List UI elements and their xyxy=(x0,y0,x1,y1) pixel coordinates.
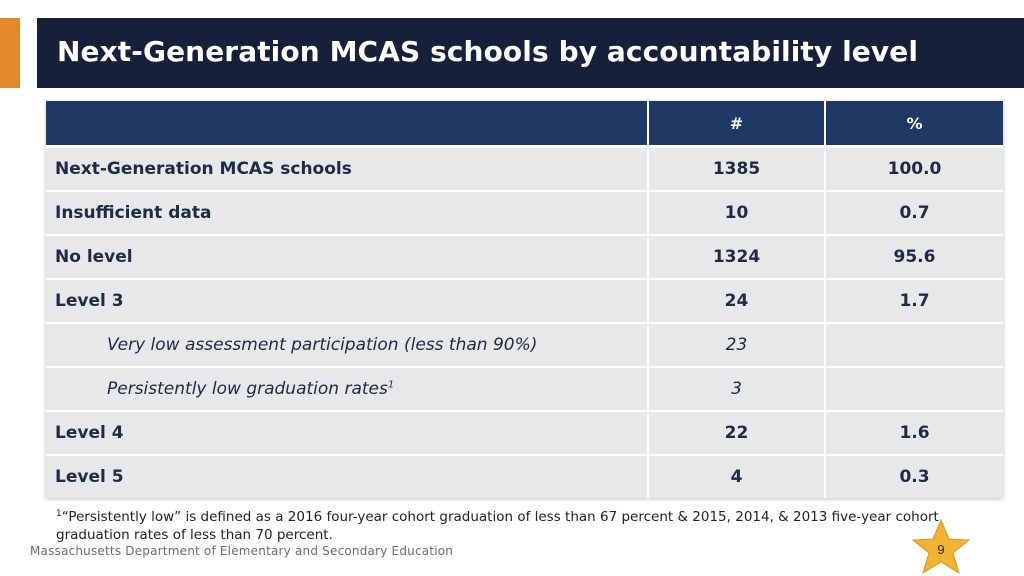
subrow-count: 23 xyxy=(649,324,826,368)
row-label: Level 5 xyxy=(46,456,649,498)
organization-name: Massachusetts Department of Elementary a… xyxy=(30,544,454,558)
footnote-ref: 1 xyxy=(387,379,395,391)
subrow-percent xyxy=(826,368,1003,412)
row-count: 1324 xyxy=(649,236,826,280)
footnote-marker: 1 xyxy=(56,509,62,519)
row-count: 22 xyxy=(649,412,826,456)
subrow-count: 3 xyxy=(649,368,826,412)
row-label: Insufficient data xyxy=(46,192,649,236)
footnote: 1“Persistently low” is defined as a 2016… xyxy=(56,505,996,544)
table-row: Level 3 24 1.7 xyxy=(46,280,1003,324)
subrow-percent xyxy=(826,324,1003,368)
page-number-star-icon: 9 xyxy=(911,518,971,575)
row-percent: 95.6 xyxy=(826,236,1003,280)
slide-title: Next-Generation MCAS schools by accounta… xyxy=(57,35,919,68)
header-percent: % xyxy=(826,101,1003,148)
title-bar: Next-Generation MCAS schools by accounta… xyxy=(37,18,1024,88)
row-percent: 1.6 xyxy=(826,412,1003,456)
row-label: Next-Generation MCAS schools xyxy=(46,148,649,192)
row-percent: 100.0 xyxy=(826,148,1003,192)
row-percent: 0.7 xyxy=(826,192,1003,236)
subrow-label: Persistently low graduation rates1 xyxy=(46,368,649,412)
header-label xyxy=(46,101,649,148)
row-label: No level xyxy=(46,236,649,280)
table-row: Level 4 22 1.6 xyxy=(46,412,1003,456)
table-row: No level 1324 95.6 xyxy=(46,236,1003,280)
row-count: 4 xyxy=(649,456,826,498)
table-header-row: # % xyxy=(46,101,1003,148)
table-subrow: Very low assessment participation (less … xyxy=(46,324,1003,368)
table-row: Level 5 4 0.3 xyxy=(46,456,1003,498)
row-count: 24 xyxy=(649,280,826,324)
row-label: Level 4 xyxy=(46,412,649,456)
accountability-table: # % Next-Generation MCAS schools 1385 10… xyxy=(46,101,1003,498)
row-percent: 1.7 xyxy=(826,280,1003,324)
page-number: 9 xyxy=(937,542,944,557)
row-percent: 0.3 xyxy=(826,456,1003,498)
table-subrow: Persistently low graduation rates1 3 xyxy=(46,368,1003,412)
footnote-text: “Persistently low” is defined as a 2016 … xyxy=(56,509,939,543)
table-row: Next-Generation MCAS schools 1385 100.0 xyxy=(46,148,1003,192)
row-count: 10 xyxy=(649,192,826,236)
table-row: Insufficient data 10 0.7 xyxy=(46,192,1003,236)
subrow-label: Very low assessment participation (less … xyxy=(46,324,649,368)
title-accent-bar xyxy=(0,18,20,88)
star-shape xyxy=(911,518,971,575)
header-count: # xyxy=(649,101,826,148)
row-count: 1385 xyxy=(649,148,826,192)
subrow-label-text: Persistently low graduation rates xyxy=(107,379,388,399)
row-label: Level 3 xyxy=(46,280,649,324)
